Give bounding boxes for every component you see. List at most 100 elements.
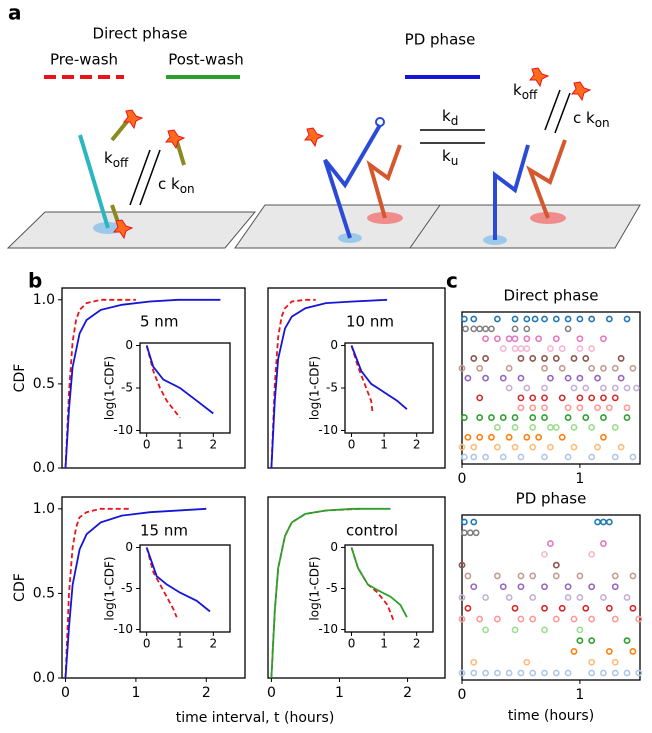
axes-title: Direct phase	[504, 287, 599, 305]
event-dot	[552, 561, 560, 569]
event-dot	[476, 414, 484, 421]
rate-main: c k	[158, 175, 180, 193]
rate-main: c k	[573, 109, 595, 127]
event-dot	[529, 572, 537, 580]
x-tick-label: 2	[210, 438, 218, 452]
event-dot	[482, 335, 489, 343]
inset-frame	[344, 342, 434, 434]
event-dot	[482, 453, 489, 461]
x-tick-label: 0	[458, 687, 467, 703]
event-dot	[635, 669, 643, 677]
event-dot	[511, 414, 519, 421]
arrow	[139, 149, 161, 206]
panel-letter: a	[8, 1, 22, 25]
event-dot	[617, 374, 625, 382]
event-dot	[470, 453, 478, 461]
event-dot	[611, 394, 619, 402]
x-tick-label: 2	[413, 438, 421, 452]
event-dot	[458, 443, 466, 451]
event-dot	[472, 529, 480, 537]
y-tick-label: -10	[318, 622, 338, 636]
event-dot	[464, 604, 472, 612]
event-dot	[511, 604, 519, 612]
event-dot	[488, 325, 495, 333]
event-dot	[576, 572, 584, 580]
event-dot	[611, 583, 619, 591]
event-dot	[499, 345, 507, 352]
event-dot	[547, 374, 554, 382]
event-dot	[517, 355, 525, 362]
event-dot	[464, 433, 472, 441]
event-dot	[541, 384, 548, 392]
event-dot	[499, 583, 507, 591]
event-dot	[517, 669, 525, 677]
rate-main: k	[104, 149, 113, 167]
y-axis-label: log(1-CDF)	[308, 556, 322, 620]
event-dot	[535, 335, 543, 343]
event-dot	[488, 414, 495, 421]
rate-sub: on	[595, 116, 610, 130]
event-dot	[552, 615, 560, 623]
event-dot	[611, 572, 619, 580]
event-dot	[482, 594, 489, 601]
event-dot	[517, 404, 525, 412]
x-tick-label: 2	[403, 685, 412, 701]
event-dot	[564, 414, 572, 421]
y-tick-label: 0	[125, 338, 133, 352]
event-dot	[552, 335, 560, 343]
event-dot	[588, 637, 596, 645]
event-dot	[623, 414, 631, 421]
event-dot	[588, 583, 596, 591]
event-dot	[558, 364, 566, 372]
event-dot	[511, 315, 519, 323]
event-dot	[541, 669, 548, 677]
event-dot	[564, 583, 572, 591]
x-axis-label: time (hours)	[508, 708, 594, 724]
event-dot	[493, 669, 501, 677]
event-dot	[611, 453, 619, 461]
event-dot	[517, 615, 525, 623]
arrow	[544, 89, 561, 131]
y-axis-label: log(1-CDF)	[103, 356, 117, 420]
event-dot	[552, 355, 560, 362]
star	[303, 127, 325, 148]
event-dot	[541, 355, 548, 362]
series-line	[64, 507, 207, 679]
event-dot	[635, 615, 643, 623]
event-dot	[523, 433, 531, 441]
event-dot	[611, 658, 619, 666]
y-tick-label: -5	[121, 381, 133, 395]
series-line	[270, 298, 316, 469]
event-dot	[493, 615, 501, 623]
event-dot	[600, 394, 607, 402]
event-dot	[617, 443, 625, 451]
event-dot	[629, 453, 637, 461]
event-dot	[552, 315, 560, 323]
event-dot	[588, 453, 596, 461]
y-axis-label: CDF	[12, 364, 28, 393]
event-dot	[529, 615, 537, 623]
x-tick-label: 0	[348, 637, 356, 651]
strand	[493, 144, 530, 240]
event-dot	[623, 384, 631, 392]
star	[112, 219, 134, 240]
annotation: 15 nm	[140, 522, 188, 540]
event-dot	[541, 583, 548, 591]
event-dot	[611, 384, 619, 392]
event-dot	[564, 669, 572, 677]
event-dot	[482, 669, 489, 677]
axes-frame	[461, 514, 641, 681]
event-dot	[470, 658, 478, 666]
y-tick-label: 0.0	[33, 670, 55, 686]
event-dot	[600, 384, 607, 392]
x-axis-label: time interval, t (hours)	[176, 710, 335, 726]
arrow	[554, 92, 571, 134]
event-dot	[529, 355, 537, 362]
y-axis-label: log(1-CDF)	[103, 556, 117, 620]
event-dot	[482, 355, 489, 362]
event-dot	[605, 404, 613, 412]
event-dot	[547, 345, 554, 352]
panel-letter: b	[28, 269, 42, 293]
legend-label: Pre-wash	[50, 51, 118, 69]
event-dot	[541, 364, 548, 372]
